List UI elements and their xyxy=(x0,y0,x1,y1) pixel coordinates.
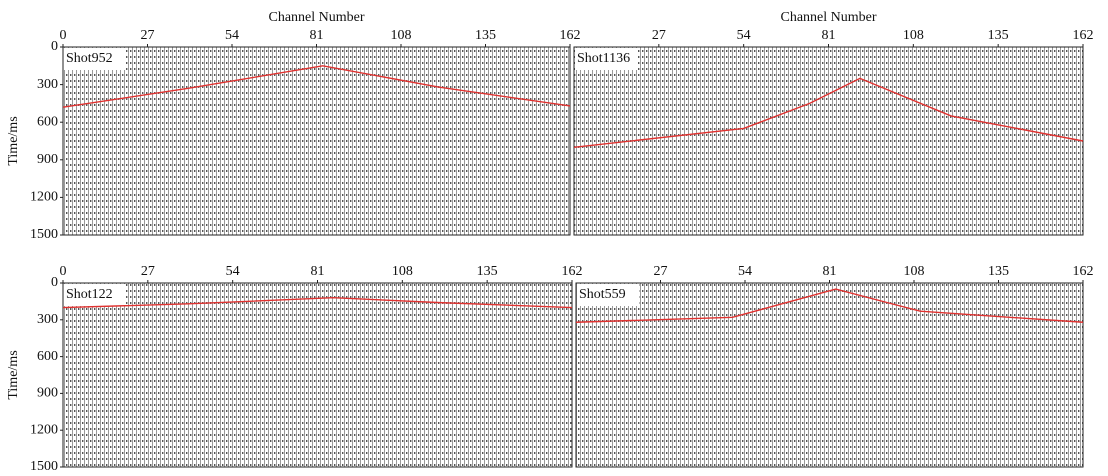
x-tick-label: 27 xyxy=(652,28,666,43)
x-tick-label: 81 xyxy=(822,28,836,43)
x-tick-label: 81 xyxy=(823,264,837,279)
y-tick-label: 0 xyxy=(51,275,58,290)
x-tick-label: 0 xyxy=(60,28,67,43)
panel-title: Shot559 xyxy=(579,287,626,302)
y-tick-label: 1500 xyxy=(30,459,58,474)
y-tick-label: 1200 xyxy=(30,422,58,437)
x-tick-label: 162 xyxy=(1073,264,1094,279)
first-break-line xyxy=(573,77,1084,148)
y-tick-label: 900 xyxy=(37,386,58,401)
x-tick-label: 135 xyxy=(475,28,496,43)
seismic-gather xyxy=(575,282,1084,468)
x-tick-label: 27 xyxy=(654,264,668,279)
x-tick-label: 135 xyxy=(477,264,498,279)
y-axis-label: Time/ms xyxy=(6,116,21,165)
title-box xyxy=(64,284,126,306)
first-break-line xyxy=(62,65,571,108)
seismic-gather xyxy=(573,46,1084,236)
x-tick-label: 54 xyxy=(738,264,752,279)
title-box xyxy=(577,284,639,306)
y-tick-label: 0 xyxy=(51,39,58,54)
y-tick-label: 600 xyxy=(37,114,58,129)
x-tick-label: 108 xyxy=(392,264,413,279)
x-tick-label: 81 xyxy=(311,264,325,279)
x-tick-label: 81 xyxy=(310,28,324,43)
y-tick-label: 600 xyxy=(37,349,58,364)
x-tick-label: 54 xyxy=(737,28,751,43)
title-box xyxy=(64,48,126,70)
x-tick-label: 135 xyxy=(988,264,1009,279)
y-tick-label: 300 xyxy=(37,312,58,327)
x-tick-label: 54 xyxy=(226,264,240,279)
x-axis-label: Channel Number xyxy=(780,10,876,25)
seismic-gather xyxy=(62,282,573,468)
x-tick-label: 54 xyxy=(225,28,239,43)
panel-title: Shot1136 xyxy=(577,51,630,66)
y-tick-label: 300 xyxy=(37,77,58,92)
y-tick-label: 1200 xyxy=(30,190,58,205)
panel-title: Shot952 xyxy=(66,51,113,66)
y-tick-label: 1500 xyxy=(30,227,58,242)
title-box xyxy=(575,48,637,70)
x-tick-label: 108 xyxy=(391,28,412,43)
x-tick-label: 27 xyxy=(141,264,155,279)
y-axis-label: Time/ms xyxy=(6,350,21,399)
x-tick-label: 162 xyxy=(560,28,581,43)
panel-title: Shot122 xyxy=(66,287,113,302)
x-tick-label: 108 xyxy=(904,264,925,279)
x-tick-label: 27 xyxy=(141,28,155,43)
x-tick-label: 162 xyxy=(562,264,583,279)
y-tick-label: 900 xyxy=(37,152,58,167)
first-break-line xyxy=(575,288,1084,323)
x-tick-label: 162 xyxy=(1073,28,1094,43)
x-tick-label: 108 xyxy=(903,28,924,43)
seismic-gather xyxy=(62,46,571,236)
first-break-line xyxy=(62,297,573,309)
x-axis-label: Channel Number xyxy=(268,10,364,25)
x-tick-label: 0 xyxy=(60,264,67,279)
x-tick-label: 135 xyxy=(988,28,1009,43)
